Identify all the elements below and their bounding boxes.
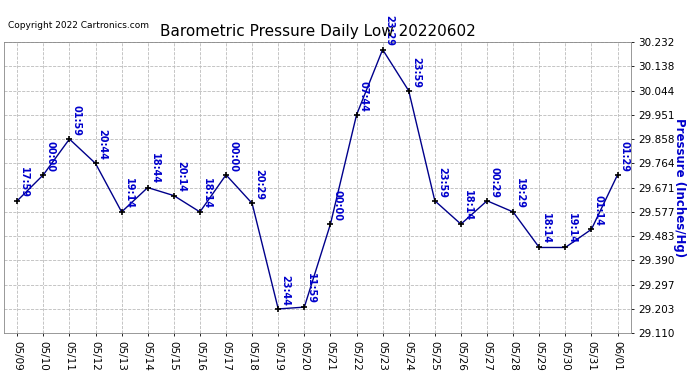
Text: 01:59: 01:59 [72,105,81,136]
Text: 18:14: 18:14 [463,190,473,221]
Title: Barometric Pressure Daily Low 20220602: Barometric Pressure Daily Low 20220602 [159,24,475,39]
Text: 19:14: 19:14 [567,213,578,244]
Text: 20:29: 20:29 [254,169,264,200]
Text: 18:44: 18:44 [150,153,160,184]
Text: Copyright 2022 Cartronics.com: Copyright 2022 Cartronics.com [8,21,149,30]
Text: 23:29: 23:29 [385,15,395,46]
Text: 01:29: 01:29 [620,141,629,172]
Text: 20:44: 20:44 [97,129,108,160]
Text: 11:59: 11:59 [306,273,317,304]
Text: 07:44: 07:44 [359,81,368,112]
Text: 18:14: 18:14 [202,178,212,209]
Text: 17:59: 17:59 [19,166,29,198]
Y-axis label: Pressure (Inches/Hg): Pressure (Inches/Hg) [673,118,686,257]
Text: 23:44: 23:44 [280,275,290,306]
Text: 20:14: 20:14 [176,162,186,192]
Text: 19:14: 19:14 [124,178,134,209]
Text: 19:29: 19:29 [515,178,525,209]
Text: 01:14: 01:14 [593,195,604,226]
Text: 00:00: 00:00 [46,141,55,172]
Text: 00:00: 00:00 [333,190,342,221]
Text: 18:14: 18:14 [542,213,551,244]
Text: 23:59: 23:59 [437,166,447,198]
Text: 23:59: 23:59 [411,57,421,88]
Text: 00:00: 00:00 [228,141,238,172]
Text: 00:29: 00:29 [489,166,499,198]
